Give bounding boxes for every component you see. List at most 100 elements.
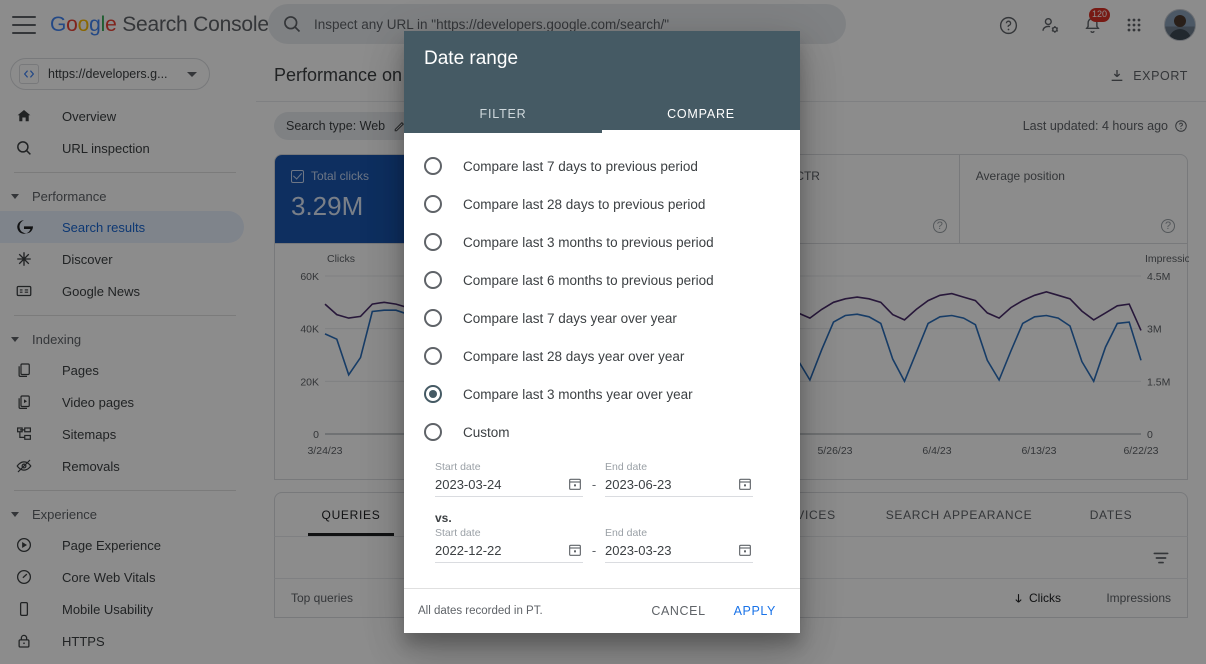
export-label: EXPORT xyxy=(1133,68,1188,83)
primary-date-range: Start date - End date xyxy=(404,451,800,497)
radio-option-last-6-months-prev[interactable]: Compare last 6 months to previous period xyxy=(404,261,800,299)
tab-compare[interactable]: COMPARE xyxy=(602,94,800,133)
compare-start-date-field[interactable]: Start date xyxy=(435,527,583,563)
sidebar-item-https[interactable]: HTTPS xyxy=(0,625,244,657)
hamburger-icon[interactable] xyxy=(12,16,36,34)
svg-text:Impressions: Impressions xyxy=(1145,253,1189,265)
metric-card-average-position[interactable]: Average position ? xyxy=(960,155,1187,243)
radio-label: Compare last 7 days year over year xyxy=(463,310,677,326)
sidebar-item-url-inspection[interactable]: URL inspection xyxy=(0,132,244,164)
google-news-icon xyxy=(14,281,34,301)
sidebar-section-performance[interactable]: Performance xyxy=(0,181,256,211)
sidebar-item-label: Discover xyxy=(62,251,113,267)
column-header-impressions[interactable]: Impressions xyxy=(1106,591,1171,605)
sidebar-item-label: Pages xyxy=(62,362,99,378)
mobile-usability-icon xyxy=(14,599,34,619)
sidebar-item-mobile-usability[interactable]: Mobile Usability xyxy=(0,593,244,625)
sidebar-section-indexing[interactable]: Indexing xyxy=(0,324,256,354)
sidebar-section-experience[interactable]: Experience xyxy=(0,499,256,529)
help-circle-icon[interactable] xyxy=(1174,119,1188,133)
cancel-button[interactable]: CANCEL xyxy=(641,596,715,626)
dialog-body: Compare last 7 days to previous period C… xyxy=(404,133,800,588)
radio-option-last-28-days-yoy[interactable]: Compare last 28 days year over year xyxy=(404,337,800,375)
help-circle-icon[interactable] xyxy=(990,7,1026,43)
primary-start-date-field[interactable]: Start date xyxy=(435,461,583,497)
chevron-down-icon xyxy=(11,511,19,517)
sidebar-item-overview[interactable]: Overview xyxy=(0,100,244,132)
removals-eye-off-icon xyxy=(14,456,34,476)
sidebar-item-label: Search results xyxy=(62,219,146,235)
sidebar-divider xyxy=(14,315,236,316)
metric-card-value: 3.29M xyxy=(291,191,364,221)
metric-card-label-row: Total clicks xyxy=(291,169,486,183)
tab-queries[interactable]: QUERIES xyxy=(275,493,427,536)
search-type-chip[interactable]: Search type: Web xyxy=(274,112,419,140)
date-range-separator: - xyxy=(591,477,597,492)
person-settings-icon[interactable] xyxy=(1032,7,1068,43)
radio-option-last-3-months-prev[interactable]: Compare last 3 months to previous period xyxy=(404,223,800,261)
tab-dates[interactable]: DATES xyxy=(1035,493,1187,536)
discover-sparkle-icon xyxy=(14,249,34,269)
field-label: End date xyxy=(605,461,648,473)
sidebar-item-search-results[interactable]: Search results xyxy=(0,211,244,243)
top-bar-actions: 120 xyxy=(990,0,1196,50)
radio-label: Compare last 7 days to previous period xyxy=(463,158,698,174)
sidebar-item-label: Google News xyxy=(62,283,141,299)
search-icon xyxy=(284,16,301,33)
radio-label: Compare last 3 months to previous period xyxy=(463,234,714,250)
radio-icon-selected xyxy=(424,385,442,403)
apply-button[interactable]: APPLY xyxy=(724,596,786,626)
filter-list-icon[interactable] xyxy=(1151,548,1171,568)
radio-option-last-7-days-prev[interactable]: Compare last 7 days to previous period xyxy=(404,147,800,185)
search-icon xyxy=(14,138,34,158)
help-circle-icon[interactable]: ? xyxy=(1161,219,1175,233)
primary-end-date-input[interactable] xyxy=(605,476,737,492)
sidebar-item-label: URL inspection xyxy=(62,140,150,156)
help-circle-icon[interactable]: ? xyxy=(932,219,947,233)
tab-search-appearance[interactable]: SEARCH APPEARANCE xyxy=(883,493,1035,536)
sidebar-item-core-web-vitals[interactable]: Core Web Vitals xyxy=(0,561,244,593)
sidebar-item-pages[interactable]: Pages xyxy=(0,354,244,386)
sidebar-item-video-pages[interactable]: Video pages xyxy=(0,386,244,418)
metric-card-label-row: Average position xyxy=(976,169,1171,183)
export-button[interactable]: EXPORT xyxy=(1109,68,1188,84)
column-header-clicks[interactable]: Clicks xyxy=(941,591,1061,605)
filter-bar: Search type: Web Last updated: 4 hours a… xyxy=(256,102,1206,150)
sidebar-item-sitemaps[interactable]: Sitemaps xyxy=(0,418,244,450)
radio-option-last-3-months-yoy[interactable]: Compare last 3 months year over year xyxy=(404,375,800,413)
sidebar-item-removals[interactable]: Removals xyxy=(0,450,244,482)
sidebar-item-google-news[interactable]: Google News xyxy=(0,275,244,307)
sidebar-item-discover[interactable]: Discover xyxy=(0,243,244,275)
calendar-icon[interactable] xyxy=(567,476,583,492)
radio-label: Compare last 28 days to previous period xyxy=(463,196,706,212)
compare-end-date-input[interactable] xyxy=(605,542,737,558)
compare-start-date-input[interactable] xyxy=(435,542,567,558)
core-web-vitals-gauge-icon xyxy=(14,567,34,587)
radio-option-last-7-days-yoy[interactable]: Compare last 7 days year over year xyxy=(404,299,800,337)
radio-option-last-28-days-prev[interactable]: Compare last 28 days to previous period xyxy=(404,185,800,223)
search-input[interactable] xyxy=(314,16,846,32)
compare-end-date-field[interactable]: End date xyxy=(605,527,753,563)
calendar-icon[interactable] xyxy=(737,476,753,492)
primary-start-date-input[interactable] xyxy=(435,476,567,492)
calendar-icon[interactable] xyxy=(737,542,753,558)
brand-logo: Google Search Console xyxy=(50,13,269,37)
sidebar-divider xyxy=(14,172,236,173)
tab-filter[interactable]: FILTER xyxy=(404,94,602,133)
radio-option-custom[interactable]: Custom xyxy=(404,413,800,451)
svg-text:0: 0 xyxy=(313,429,319,441)
radio-icon xyxy=(424,157,442,175)
metric-card-label: Total clicks xyxy=(311,169,370,183)
calendar-icon[interactable] xyxy=(567,542,583,558)
avatar[interactable] xyxy=(1164,9,1196,41)
column-header-top-queries[interactable]: Top queries xyxy=(291,591,354,605)
primary-end-date-field[interactable]: End date xyxy=(605,461,753,497)
property-selector[interactable]: https://developers.g... xyxy=(10,58,210,90)
apps-grid-icon[interactable] xyxy=(1116,7,1152,43)
notifications-bell-icon[interactable]: 120 xyxy=(1074,7,1110,43)
svg-text:Clicks: Clicks xyxy=(327,253,355,265)
dialog-title: Date range xyxy=(424,48,519,69)
sidebar-item-page-experience[interactable]: Page Experience xyxy=(0,529,244,561)
tab-label: COMPARE xyxy=(667,107,735,121)
svg-text:4.5M: 4.5M xyxy=(1147,271,1170,283)
